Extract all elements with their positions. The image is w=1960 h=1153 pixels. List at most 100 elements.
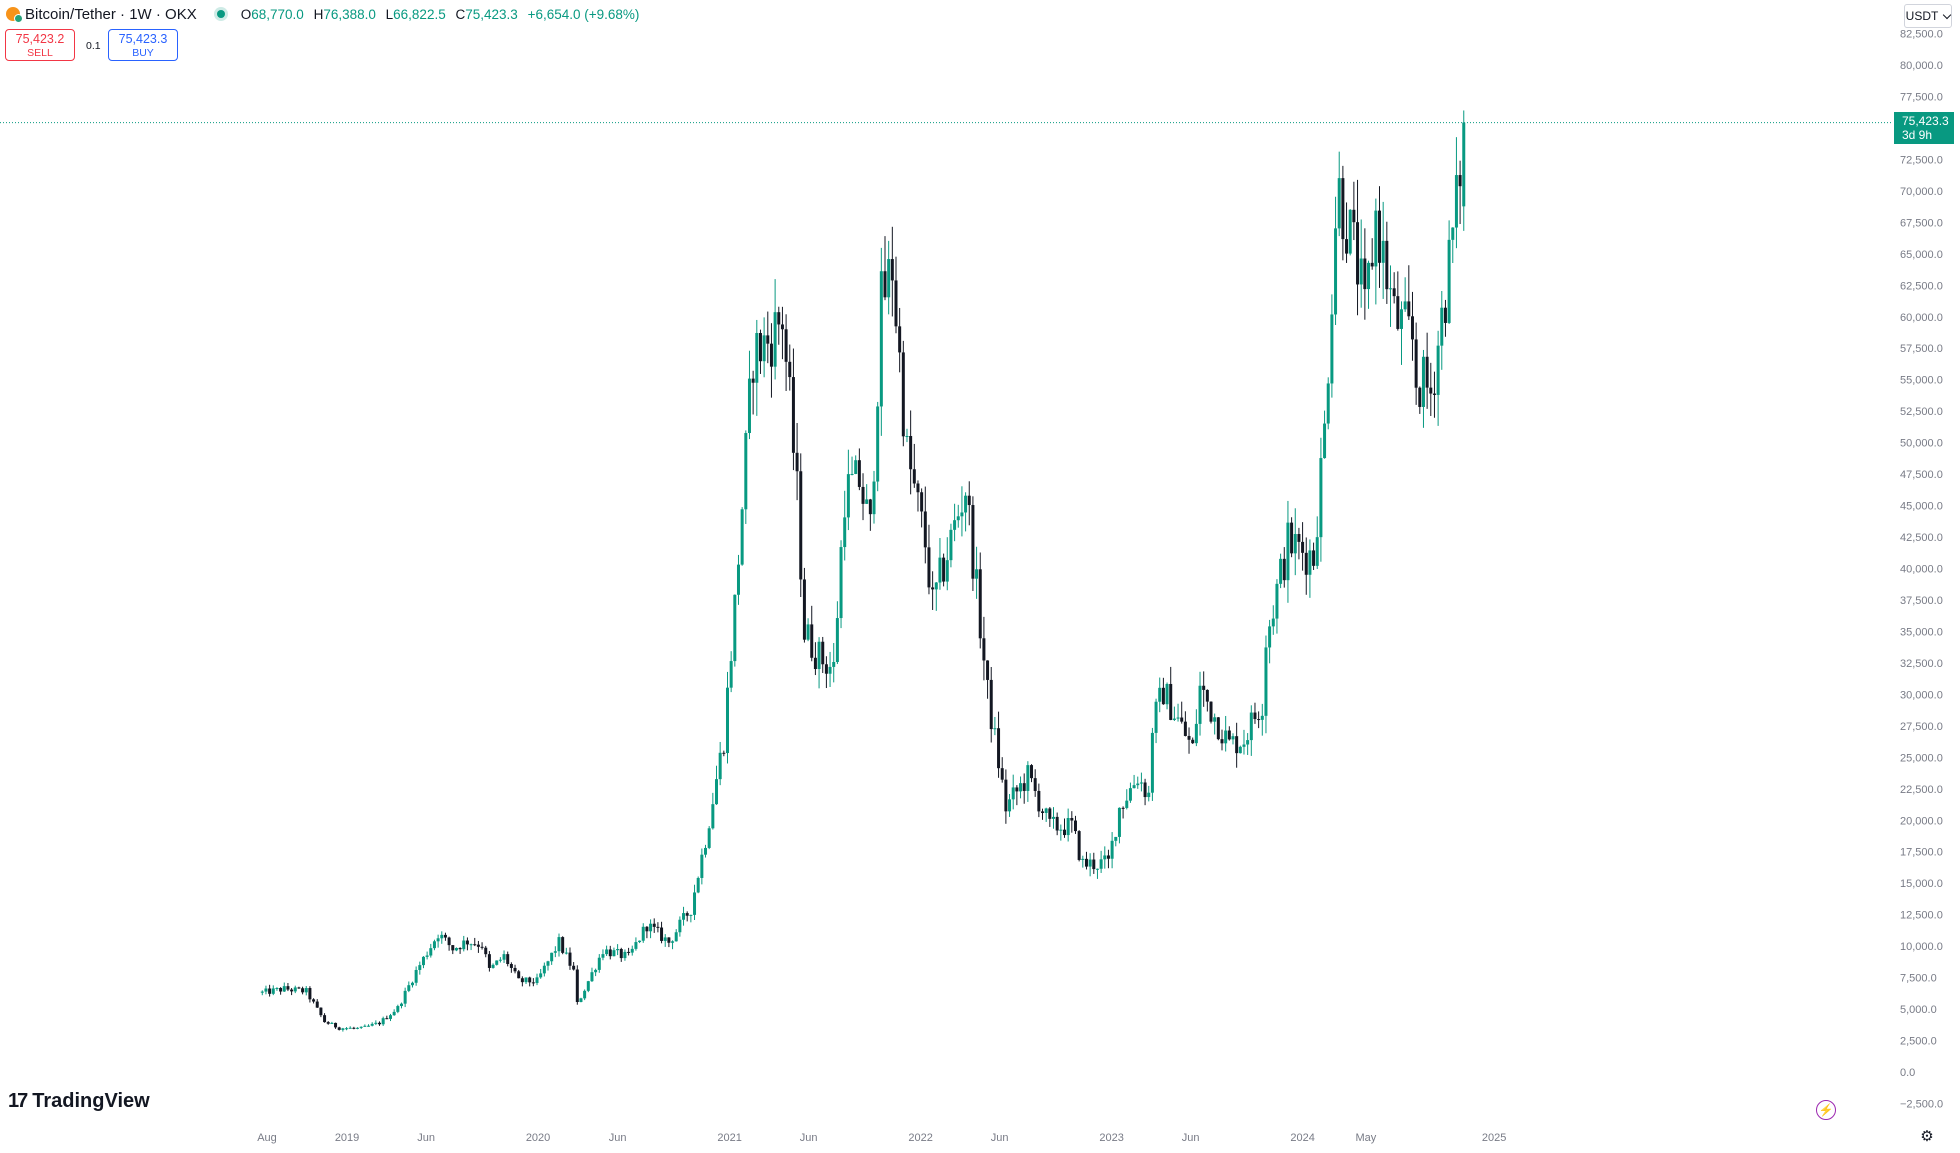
candle-body	[546, 961, 550, 966]
candle-body	[1216, 717, 1220, 740]
candle-body	[531, 982, 535, 984]
candle-body	[1092, 859, 1096, 870]
candle-body	[722, 752, 726, 754]
candle-body	[301, 988, 305, 993]
candle-body	[1103, 855, 1107, 860]
candle-body	[909, 435, 913, 470]
candle-body	[458, 947, 462, 950]
candle-body	[1128, 788, 1132, 801]
candle-body	[454, 947, 458, 951]
candle-body	[627, 951, 631, 953]
candle-body	[986, 660, 990, 680]
candle-body	[1187, 735, 1191, 740]
candle-body	[887, 259, 891, 298]
candle-body	[649, 923, 653, 932]
candle-body	[1334, 228, 1338, 315]
candle-body	[993, 728, 997, 730]
candle-body	[539, 973, 543, 978]
candle-body	[971, 505, 975, 579]
candle-body	[773, 312, 777, 367]
time-tick-label: 2022	[908, 1132, 932, 1144]
candle-body	[755, 333, 759, 383]
candle-body	[1249, 712, 1253, 741]
candle-body	[1026, 765, 1030, 791]
candle-body	[1161, 687, 1165, 705]
candle-body	[733, 594, 737, 662]
tradingview-logo[interactable]: 17 TradingView	[8, 1090, 150, 1113]
candle-body	[1209, 701, 1213, 722]
candle-body	[1022, 783, 1026, 791]
candle-body	[1147, 792, 1151, 798]
candle-body	[890, 259, 894, 281]
price-tick-label: 42,500.0	[1900, 532, 1943, 544]
candle-body	[323, 1015, 327, 1023]
candle-body	[381, 1018, 385, 1025]
price-tick-label: 10,000.0	[1900, 941, 1943, 953]
candle-body	[883, 271, 887, 298]
candle-body	[367, 1025, 371, 1027]
candle-body	[1260, 715, 1264, 720]
candle-body	[1367, 262, 1371, 290]
candle-body	[1077, 831, 1081, 860]
sell-button[interactable]: 75,423.2 SELL	[5, 29, 75, 61]
buy-button[interactable]: 75,423.3 BUY	[108, 29, 178, 61]
candle-body	[938, 557, 942, 583]
bar-countdown: 3d 9h	[1902, 128, 1933, 142]
candle-body	[1253, 712, 1257, 720]
candle-body	[443, 934, 447, 938]
candle-body	[656, 926, 660, 928]
time-axis[interactable]: Aug 2019 Jun 2020 Jun 2021 Jun 2022 Jun 2023 Jun 20…	[257, 1132, 1506, 1144]
candle-body	[931, 587, 935, 590]
candle-body	[528, 977, 532, 983]
candle-body	[780, 324, 784, 330]
candle-body	[1062, 829, 1066, 836]
candle-body	[1352, 209, 1356, 223]
candle-body	[832, 662, 836, 667]
candle-body	[725, 687, 729, 754]
candle-body	[660, 927, 664, 941]
candle-body	[1106, 855, 1110, 859]
candle-body	[612, 950, 616, 957]
open-label: O	[240, 6, 252, 22]
symbol-title[interactable]: Bitcoin/Tether · 1W · OKX	[25, 5, 197, 23]
candle-body	[1004, 779, 1008, 812]
price-tick-label: 30,000.0	[1900, 689, 1943, 701]
price-tick-label: 52,500.0	[1900, 406, 1943, 418]
candle-body	[1180, 717, 1184, 722]
candle-body	[1000, 768, 1004, 780]
close-label: C	[455, 6, 466, 22]
candle-body	[374, 1022, 378, 1024]
candle-body	[777, 312, 781, 325]
candle-body	[898, 326, 902, 353]
candle-body	[813, 657, 817, 670]
candle-body	[487, 954, 491, 968]
last-price-label: 75,423.3 3d 9h	[1894, 112, 1954, 144]
candle-body	[762, 335, 766, 362]
price-tick-label: 27,500.0	[1900, 721, 1943, 733]
candle-body	[619, 949, 623, 959]
candle-body	[1143, 782, 1147, 798]
currency-selector[interactable]: USDT	[1904, 4, 1952, 28]
candle-body	[740, 509, 744, 565]
candle-body	[850, 473, 854, 475]
candle-body	[989, 679, 993, 730]
gear-icon[interactable]: ⚙	[1920, 1128, 1934, 1145]
candle-body	[495, 960, 499, 965]
price-tick-label: −2,500.0	[1900, 1098, 1943, 1110]
candle-body	[1425, 356, 1429, 388]
candle-body	[942, 557, 946, 582]
price-tick-label: 50,000.0	[1900, 438, 1943, 450]
candle-body	[744, 433, 748, 510]
candle-body	[542, 965, 546, 974]
candle-body	[788, 361, 792, 378]
lightning-icon[interactable]: ⚡	[1816, 1100, 1836, 1120]
price-axis[interactable]: 82,500.080,000.077,500.075,000.072,500.0…	[1900, 29, 1943, 1111]
candle-body	[1081, 858, 1085, 860]
candle-body	[297, 987, 301, 989]
candle-body	[693, 892, 697, 915]
time-tick-label: Jun	[1182, 1132, 1200, 1144]
price-tick-label: 60,000.0	[1900, 312, 1943, 324]
candle-body	[623, 951, 627, 959]
candle-body	[1183, 721, 1187, 736]
